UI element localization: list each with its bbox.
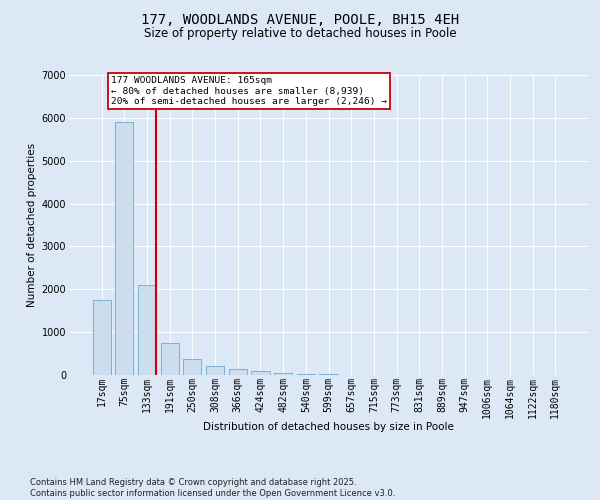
- Bar: [319, 374, 338, 375]
- Bar: [115, 122, 133, 375]
- Bar: [161, 343, 179, 375]
- X-axis label: Distribution of detached houses by size in Poole: Distribution of detached houses by size …: [203, 422, 454, 432]
- Text: Size of property relative to detached houses in Poole: Size of property relative to detached ho…: [143, 28, 457, 40]
- Bar: [92, 300, 111, 375]
- Text: Contains HM Land Registry data © Crown copyright and database right 2025.
Contai: Contains HM Land Registry data © Crown c…: [30, 478, 395, 498]
- Text: 177, WOODLANDS AVENUE, POOLE, BH15 4EH: 177, WOODLANDS AVENUE, POOLE, BH15 4EH: [141, 12, 459, 26]
- Bar: [184, 358, 202, 375]
- Bar: [229, 369, 247, 375]
- Text: 177 WOODLANDS AVENUE: 165sqm
← 80% of detached houses are smaller (8,939)
20% of: 177 WOODLANDS AVENUE: 165sqm ← 80% of de…: [111, 76, 387, 106]
- Bar: [206, 366, 224, 375]
- Bar: [138, 285, 156, 375]
- Bar: [297, 374, 315, 375]
- Y-axis label: Number of detached properties: Number of detached properties: [28, 143, 37, 307]
- Bar: [274, 372, 292, 375]
- Bar: [251, 371, 269, 375]
